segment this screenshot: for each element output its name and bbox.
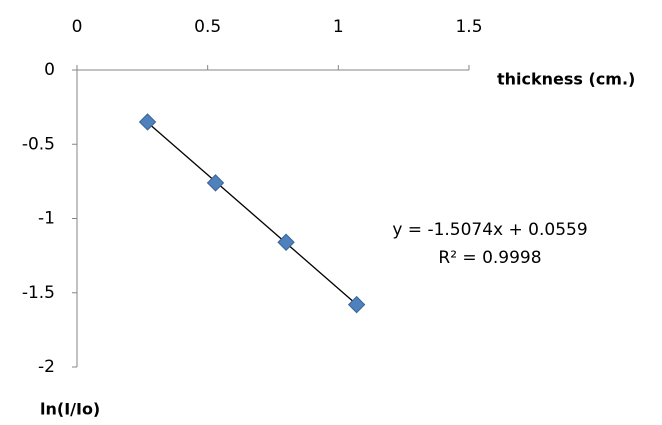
- x-tick-label: 1: [333, 17, 344, 37]
- chart: thickness (cm.) ln(I/Io) y = -1.5074x + …: [0, 0, 662, 425]
- y-tick-label: 0: [44, 60, 55, 80]
- x-tick-label: 0.5: [194, 17, 221, 37]
- y-tick-label: -1.5: [22, 283, 55, 303]
- y-axis-label: ln(I/Io): [40, 400, 100, 419]
- x-tick-label: 1.5: [455, 17, 482, 37]
- equation: y = -1.5074x + 0.0559: [392, 220, 587, 240]
- y-tick-label: -1: [38, 209, 55, 229]
- background: [0, 0, 662, 425]
- x-tick-label: 0: [72, 17, 83, 37]
- y-tick-label: -2: [38, 357, 55, 377]
- r-squared: R² = 0.9998: [438, 248, 541, 268]
- x-axis-label: thickness (cm.): [497, 70, 635, 89]
- y-tick-label: -0.5: [22, 134, 55, 154]
